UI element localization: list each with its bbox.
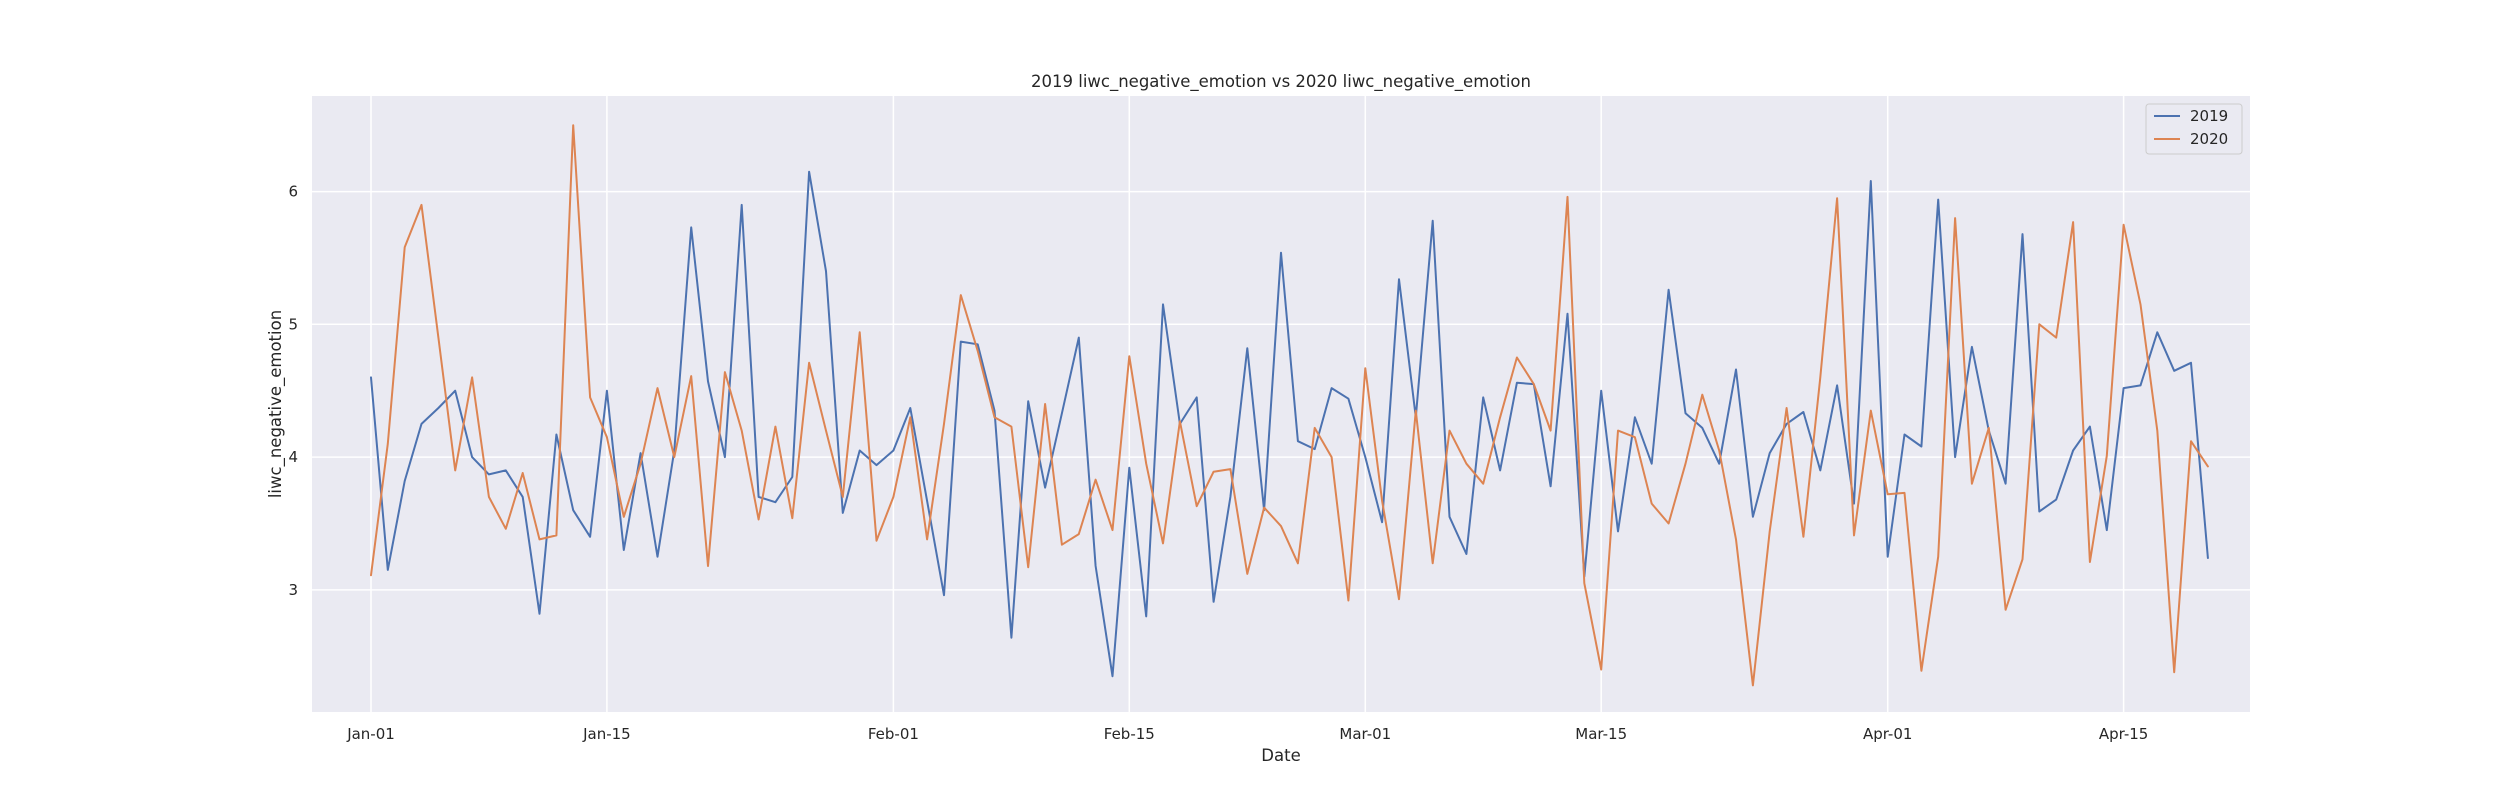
y-tick-label: 4 [288, 448, 298, 466]
y-tick-label: 5 [288, 315, 298, 333]
x-axis-label: Date [1261, 746, 1300, 765]
series-line-2020 [370, 124, 2209, 687]
legend-label-2019: 2019 [2190, 107, 2228, 125]
x-tick-label: Apr-01 [1863, 725, 1913, 743]
legend-label-2020: 2020 [2190, 130, 2228, 148]
x-tick-label: Feb-01 [868, 725, 919, 743]
y-tick-labels: 3 4 5 6 [288, 183, 298, 599]
x-gridlines [370, 96, 2125, 712]
y-gridlines [312, 190, 2250, 591]
x-tick-label: Jan-01 [346, 725, 395, 743]
y-tick-label: 6 [288, 183, 298, 201]
x-tick-label: Mar-01 [1339, 725, 1391, 743]
y-tick-label: 3 [288, 581, 298, 599]
y-axis-label: liwc_negative_emotion [266, 310, 286, 498]
x-tick-label: Feb-15 [1104, 725, 1155, 743]
x-tick-label: Jan-15 [582, 725, 631, 743]
chart-title: 2019 liwc_negative_emotion vs 2020 liwc_… [1031, 72, 1531, 92]
series-line-2019 [370, 170, 2209, 678]
plot-background [312, 96, 2250, 712]
series-layer [370, 124, 2209, 687]
x-tick-labels: Jan-01 Jan-15 Feb-01 Feb-15 Mar-01 Mar-15 Apr-… [346, 725, 2148, 743]
legend: 2019 2020 [2145, 103, 2243, 155]
x-tick-label: Apr-15 [2099, 725, 2149, 743]
x-tick-label: Mar-15 [1575, 725, 1627, 743]
